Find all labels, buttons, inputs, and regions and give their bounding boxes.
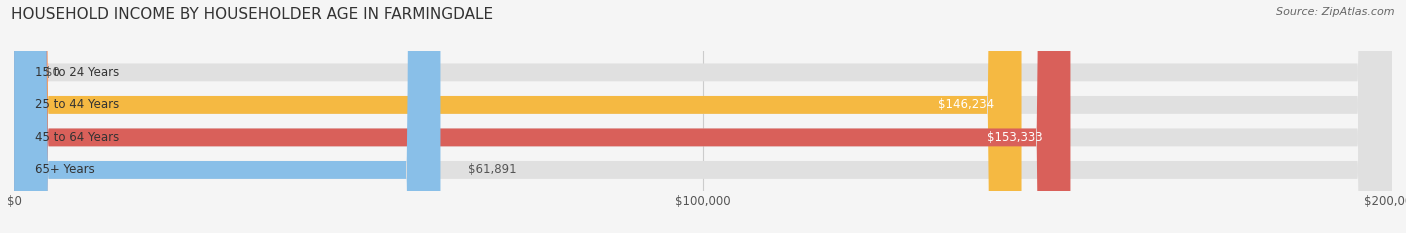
Text: Source: ZipAtlas.com: Source: ZipAtlas.com — [1277, 7, 1395, 17]
Text: 45 to 64 Years: 45 to 64 Years — [35, 131, 120, 144]
FancyBboxPatch shape — [14, 0, 1392, 233]
Text: $0: $0 — [45, 66, 60, 79]
FancyBboxPatch shape — [14, 0, 1392, 233]
FancyBboxPatch shape — [14, 0, 440, 233]
Text: $146,234: $146,234 — [938, 98, 994, 111]
FancyBboxPatch shape — [0, 0, 48, 233]
Text: $153,333: $153,333 — [987, 131, 1043, 144]
Text: $61,891: $61,891 — [468, 163, 516, 176]
FancyBboxPatch shape — [14, 0, 1022, 233]
FancyBboxPatch shape — [14, 0, 1392, 233]
Text: 25 to 44 Years: 25 to 44 Years — [35, 98, 120, 111]
Text: 15 to 24 Years: 15 to 24 Years — [35, 66, 120, 79]
FancyBboxPatch shape — [14, 0, 1070, 233]
Text: HOUSEHOLD INCOME BY HOUSEHOLDER AGE IN FARMINGDALE: HOUSEHOLD INCOME BY HOUSEHOLDER AGE IN F… — [11, 7, 494, 22]
FancyBboxPatch shape — [14, 0, 1392, 233]
Text: 65+ Years: 65+ Years — [35, 163, 94, 176]
